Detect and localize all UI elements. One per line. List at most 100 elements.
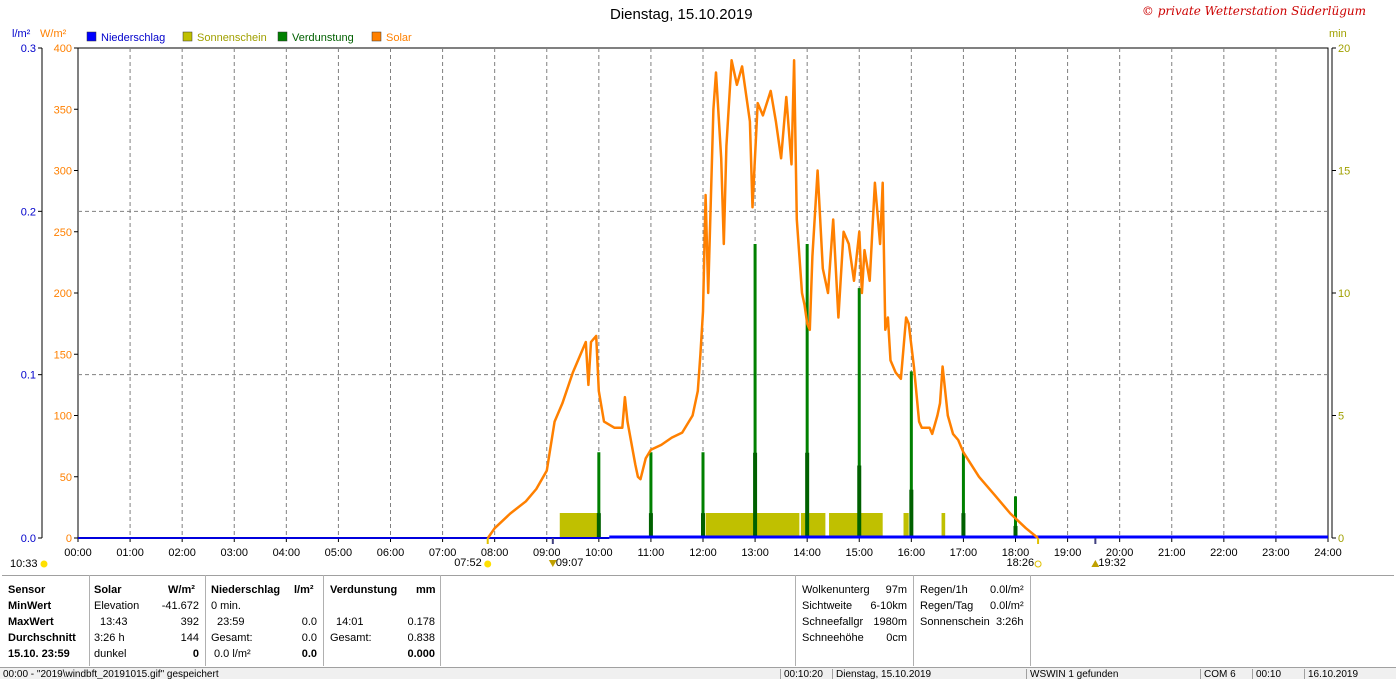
- solar-tick-label: 400: [54, 43, 72, 55]
- solar-unit-label: W/m²: [40, 28, 67, 40]
- snowfall-limit-label: Schneefallgr: [802, 616, 864, 628]
- x-tick-label: 00:00: [64, 547, 92, 559]
- rain-min-label: 0 min.: [211, 600, 241, 612]
- x-tick-label: 09:00: [533, 547, 561, 559]
- x-tick-label: 15:00: [845, 547, 873, 559]
- solar-tick-label: 0: [66, 533, 72, 545]
- x-tick-label: 14:00: [793, 547, 821, 559]
- cloud-base-label: Wolkenunterg: [802, 584, 870, 596]
- x-tick-label: 02:00: [168, 547, 196, 559]
- solar-avg-value: 144: [180, 632, 199, 644]
- evaporation-bar: [701, 452, 705, 538]
- snow-height-value: 0cm: [886, 632, 907, 644]
- copyright-label: © private Wetterstation Süderlügum: [1141, 4, 1366, 18]
- minutes-tick-label: 5: [1338, 411, 1344, 423]
- evaporation-bar-lower: [1013, 525, 1018, 538]
- snowfall-limit-value: 1980m: [873, 616, 907, 628]
- sunrise-label: 07:52: [454, 557, 482, 569]
- evaporation-bar: [649, 452, 653, 538]
- sensor-avg: Durchschnitt: [8, 632, 76, 644]
- evaporation-bar-lower: [909, 489, 914, 538]
- rain-header: Niederschlag: [211, 584, 281, 596]
- evap-total-value: 0.838: [407, 632, 435, 644]
- sunshine-bar: [903, 513, 909, 538]
- snow-height-label: Schneehöhe: [802, 632, 864, 644]
- x-tick-label: 08:00: [481, 547, 509, 559]
- legend-swatch: [86, 31, 97, 42]
- x-tick-label: 11:00: [638, 547, 665, 559]
- x-tick-label: 06:00: [377, 547, 405, 559]
- data-panel: [2, 575, 1394, 667]
- rain-total-value: 0.0: [301, 632, 317, 644]
- x-tick-label: 19:00: [1054, 547, 1082, 559]
- sunrise-icon: [484, 560, 492, 568]
- rain-1h-label: Regen/1h: [920, 584, 968, 596]
- x-tick-label: 04:00: [273, 547, 301, 559]
- legend-swatch: [277, 31, 288, 42]
- minutes-tick-label: 15: [1338, 166, 1350, 178]
- moonset-icon: [1091, 560, 1100, 567]
- x-tick-label: 03:00: [220, 547, 248, 559]
- x-tick-label: 18:00: [1002, 547, 1030, 559]
- sensor-header: Sensor: [8, 584, 46, 596]
- x-tick-label: 12:00: [689, 547, 717, 559]
- status-message: 00:00 - "2019\windbft_20191015.gif" gesp…: [3, 669, 219, 679]
- evaporation-bar-lower: [648, 513, 653, 538]
- evap-total-label: Gesamt:: [330, 632, 372, 644]
- evaporation-bar: [597, 452, 601, 538]
- solar-tick-label: 250: [54, 227, 72, 239]
- sunset-icon: [1034, 560, 1042, 568]
- evap-unit: mm: [416, 584, 436, 596]
- evaporation-bar: [909, 371, 913, 538]
- rain-unit-label: l/m²: [12, 28, 31, 40]
- evap-max-value: 0.178: [407, 616, 435, 628]
- visibility-label: Sichtweite: [802, 600, 853, 612]
- solar-max-time: 13:43: [100, 616, 128, 628]
- rain-tick-label: 0.2: [21, 206, 36, 218]
- rain-tick-label: 0.1: [21, 370, 36, 382]
- evaporation-bar-lower: [596, 513, 601, 538]
- sunshine-bar: [705, 513, 800, 538]
- rain-current-value: 0.0: [301, 648, 317, 660]
- solar-min-value: -41.672: [161, 600, 199, 612]
- x-tick-label: 10:00: [585, 547, 613, 559]
- evaporation-bar: [961, 452, 965, 538]
- sensor-min: MinWert: [8, 600, 52, 612]
- sensor-current: 15.10. 23:59: [8, 648, 70, 660]
- x-tick-label: 21:00: [1158, 547, 1186, 559]
- evaporation-bar-lower: [857, 465, 862, 538]
- legend-label: Niederschlag: [101, 32, 165, 44]
- solar-tick-label: 350: [54, 104, 72, 116]
- sunshine-label: Sonnenschein: [920, 616, 990, 628]
- status-current-date: 16.10.2019: [1304, 669, 1396, 679]
- evaporation-bar-lower: [961, 513, 966, 538]
- solar-tick-label: 100: [54, 411, 72, 423]
- sunset-label: 18:26: [1007, 557, 1035, 569]
- rain-tick-label: 0.0: [21, 533, 36, 545]
- rain-max-value: 0.0: [301, 616, 317, 628]
- evaporation-bar-lower: [701, 513, 705, 538]
- chart-area: 0.0 0.1 0.2 0.3 0 50 100 150 200 250 300 350 400 0 5 10…: [10, 28, 1350, 570]
- sunshine-bar: [559, 513, 599, 538]
- rain-1h-value: 0.0l/m²: [990, 584, 1024, 596]
- status-date: Dienstag, 15.10.2019: [832, 669, 1026, 679]
- solar-tick-label: 50: [60, 472, 72, 484]
- legend-swatch: [371, 31, 382, 42]
- minutes-unit-label: min: [1329, 28, 1347, 40]
- rain-day-value: 0.0l/m²: [990, 600, 1024, 612]
- rain-max-time: 23:59: [217, 616, 245, 628]
- rain-total-label: Gesamt:: [211, 632, 253, 644]
- evap-current-value: 0.000: [407, 648, 435, 660]
- x-tick-label: 24:00: [1314, 547, 1342, 559]
- x-tick-label: 16:00: [898, 547, 926, 559]
- rain-unit: l/m²: [294, 584, 314, 596]
- minutes-tick-label: 10: [1338, 288, 1350, 300]
- moon-time-label: 10:33: [10, 558, 38, 570]
- solar-duration: 3:26 h: [94, 632, 125, 644]
- rain-current-label: 0.0 l/m²: [214, 648, 251, 660]
- status-port: COM 6: [1200, 669, 1252, 679]
- legend-label: Sonnenschein: [197, 32, 267, 44]
- status-connection: WSWIN 1 gefunden: [1026, 669, 1200, 679]
- solar-header: Solar: [94, 584, 122, 596]
- x-tick-label: 20:00: [1106, 547, 1134, 559]
